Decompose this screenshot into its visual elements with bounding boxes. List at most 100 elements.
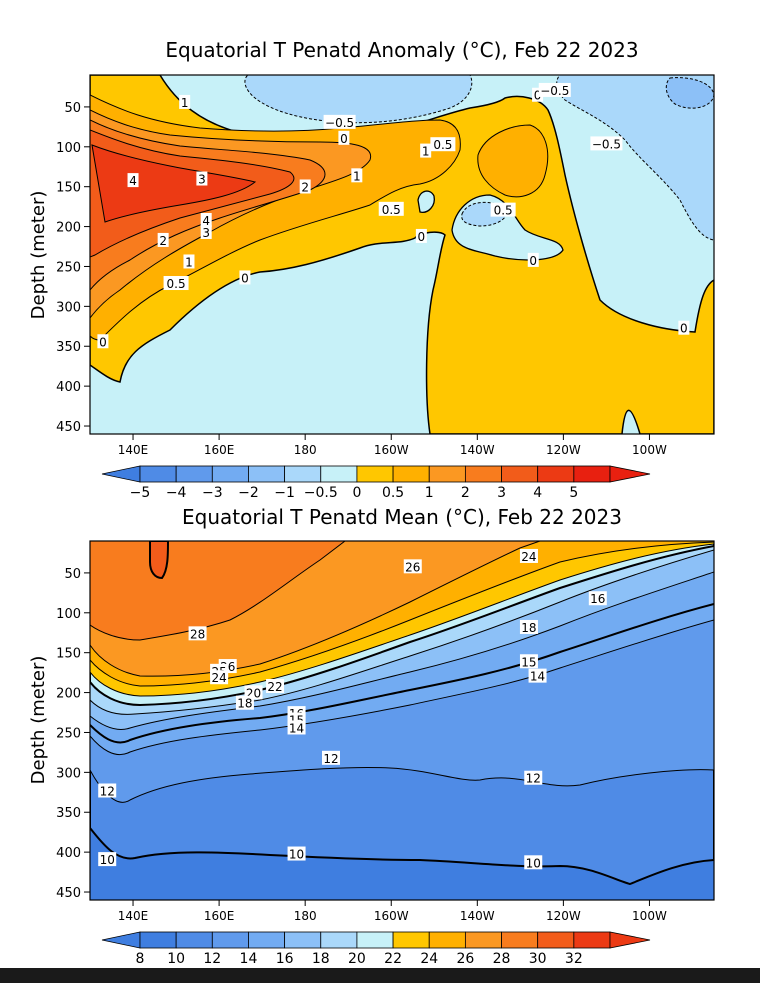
anomaly-colorbar: −5 −4 −3 −2 −1 −0.5 0 0.5 1 2 3 4 5 <box>101 465 651 501</box>
contour-label-bg <box>415 228 427 243</box>
contour-label-bg <box>538 82 571 97</box>
y-tick-label: 200 <box>56 221 81 236</box>
contour-label: 0 <box>418 230 426 244</box>
contour-label: 1 <box>181 96 189 110</box>
mean-isotherm-15 <box>90 603 714 744</box>
contour-label: 10 <box>100 853 115 867</box>
colorbar-label: 12 <box>203 951 221 967</box>
y-tick-label: 100 <box>56 607 81 622</box>
contour-label: 0 <box>241 271 249 285</box>
colorbar-label: −4 <box>166 485 187 501</box>
y-tick-label: 250 <box>56 726 81 741</box>
anomaly-plot-frame <box>89 74 715 435</box>
mean-band-30 <box>149 541 170 580</box>
contour-label-bg <box>351 168 363 183</box>
y-tick-label: 450 <box>56 420 81 435</box>
mean-field <box>90 541 714 900</box>
x-tick-label: 140E <box>118 443 149 457</box>
y-tick-label: 50 <box>64 101 81 116</box>
contour-label: −0.5 <box>325 116 354 130</box>
y-tick-label: 300 <box>56 300 81 315</box>
contour-label: 26 <box>405 560 420 574</box>
colorbar-label: 14 <box>240 951 258 967</box>
x-tick-label: 180 <box>294 909 317 923</box>
colorbar-label: 5 <box>569 485 578 501</box>
contour-label: 12 <box>323 752 338 766</box>
y-tick-label: 50 <box>64 567 81 582</box>
contour-label-bg <box>519 654 538 669</box>
mean-colorbar: 8 10 12 14 16 18 20 22 24 26 28 30 32 <box>101 931 651 967</box>
contour-label-bg <box>287 846 306 861</box>
colorbar-label: −1 <box>274 485 295 501</box>
contour-label: 28 <box>190 627 205 641</box>
colorbar-label: 4 <box>533 485 542 501</box>
x-tick-label: 140W <box>460 909 495 923</box>
contour-label: 24 <box>521 550 536 564</box>
colorbar-swatch <box>139 931 177 949</box>
y-tick-label: 200 <box>56 687 81 702</box>
contour-label-bg <box>338 130 350 145</box>
contour-label: 3 <box>202 226 210 240</box>
contour-label: 16 <box>590 592 605 606</box>
colorbar-label: 16 <box>276 951 294 967</box>
colorbar-swatch <box>211 465 249 483</box>
contour-label-bg <box>127 173 139 188</box>
colorbar-swatch <box>211 931 249 949</box>
x-tick-label: 160W <box>374 909 409 923</box>
colorbar-label: 8 <box>136 951 145 967</box>
colorbar-swatch <box>356 931 394 949</box>
colorbar-swatch <box>175 465 213 483</box>
anomaly-field <box>90 75 714 434</box>
colorbar-swatch <box>175 931 213 949</box>
colorbar-label: 0 <box>352 485 361 501</box>
contour-label-bg <box>323 114 356 129</box>
colorbar-label: −3 <box>202 485 223 501</box>
contour-label-bg <box>527 252 539 267</box>
contour-label: 0 <box>680 322 688 336</box>
colorbar-label: 10 <box>167 951 185 967</box>
contour-label-bg <box>403 559 422 574</box>
anomaly-x-axis: 140E 160E 180 160W 140W 120W 100W <box>118 434 667 457</box>
colorbar-swatch <box>464 465 502 483</box>
contour-label-bg <box>200 212 212 227</box>
anomaly-east-warm <box>477 124 549 198</box>
contour-label-bg <box>588 591 607 606</box>
contour-label: 24 <box>211 671 226 685</box>
colorbar-max-arrow <box>609 931 651 949</box>
contour-label-bg <box>210 670 229 685</box>
contour-label: 0.5 <box>382 203 401 217</box>
x-tick-label: 120W <box>546 443 581 457</box>
y-tick-label: 250 <box>56 260 81 275</box>
anomaly-title: Equatorial T Penatd Anomaly (°C), Feb 22… <box>165 38 638 62</box>
contour-label-bg <box>519 548 538 563</box>
contour-label: 1 <box>185 255 193 269</box>
mean-x-axis: 140E 160E 180 160W 140W 120W 100W <box>118 900 667 923</box>
contour-label-bg <box>157 232 169 247</box>
colorbar-label: 20 <box>348 951 366 967</box>
colorbar-label: 0.5 <box>382 485 404 501</box>
colorbar-min-arrow <box>101 931 141 949</box>
contour-label: 4 <box>202 214 210 228</box>
contour-label-bg <box>266 678 285 693</box>
mean-panel: Equatorial T Penatd Mean (°C), Feb 22 20… <box>28 505 715 967</box>
colorbar-swatch <box>139 465 177 483</box>
y-tick-label: 150 <box>56 181 81 196</box>
contour-label-bg <box>378 201 404 216</box>
colorbar-min-arrow <box>101 465 141 483</box>
colorbar-swatch <box>501 465 539 483</box>
mean-y-axis: 50 100 150 200 250 300 350 400 450 <box>56 567 90 901</box>
x-tick-label: 100W <box>632 909 667 923</box>
x-tick-label: 160E <box>204 443 235 457</box>
contour-label-bg <box>179 94 191 109</box>
contour-label: 14 <box>530 670 545 684</box>
y-tick-label: 350 <box>56 340 81 355</box>
colorbar-swatch <box>428 465 466 483</box>
contour-label-bg <box>524 855 543 870</box>
anomaly-island-b <box>417 190 435 213</box>
colorbar-swatch <box>464 931 502 949</box>
contour-label-bg <box>321 750 340 765</box>
y-tick-label: 300 <box>56 766 81 781</box>
contour-label-bg <box>98 783 117 798</box>
